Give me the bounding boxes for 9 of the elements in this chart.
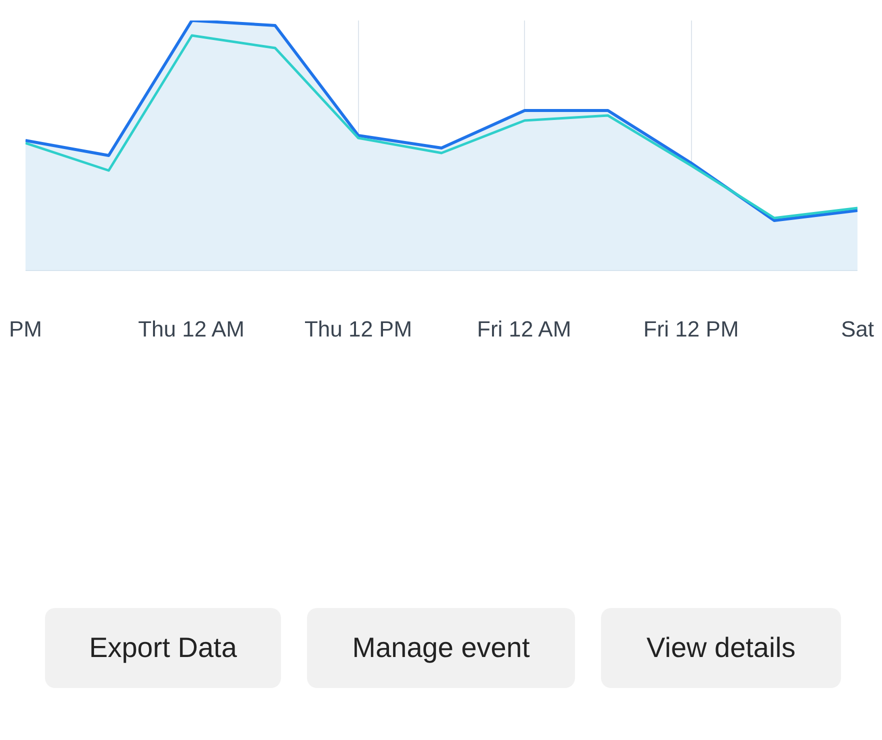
text: Manage event	[307, 608, 575, 688]
x-tick-label: Thu 12 PM	[304, 316, 412, 342]
x-tick-label: PM	[9, 316, 42, 342]
x-tick-label: Fri 12 AM	[477, 316, 572, 342]
text: Export Data	[45, 608, 281, 688]
text: View details	[601, 608, 841, 688]
x-tick-label: Thu 12 AM	[138, 316, 244, 342]
x-tick-label: Fri 12 PM	[643, 316, 739, 342]
x-tick-label: Sat	[840, 316, 874, 342]
